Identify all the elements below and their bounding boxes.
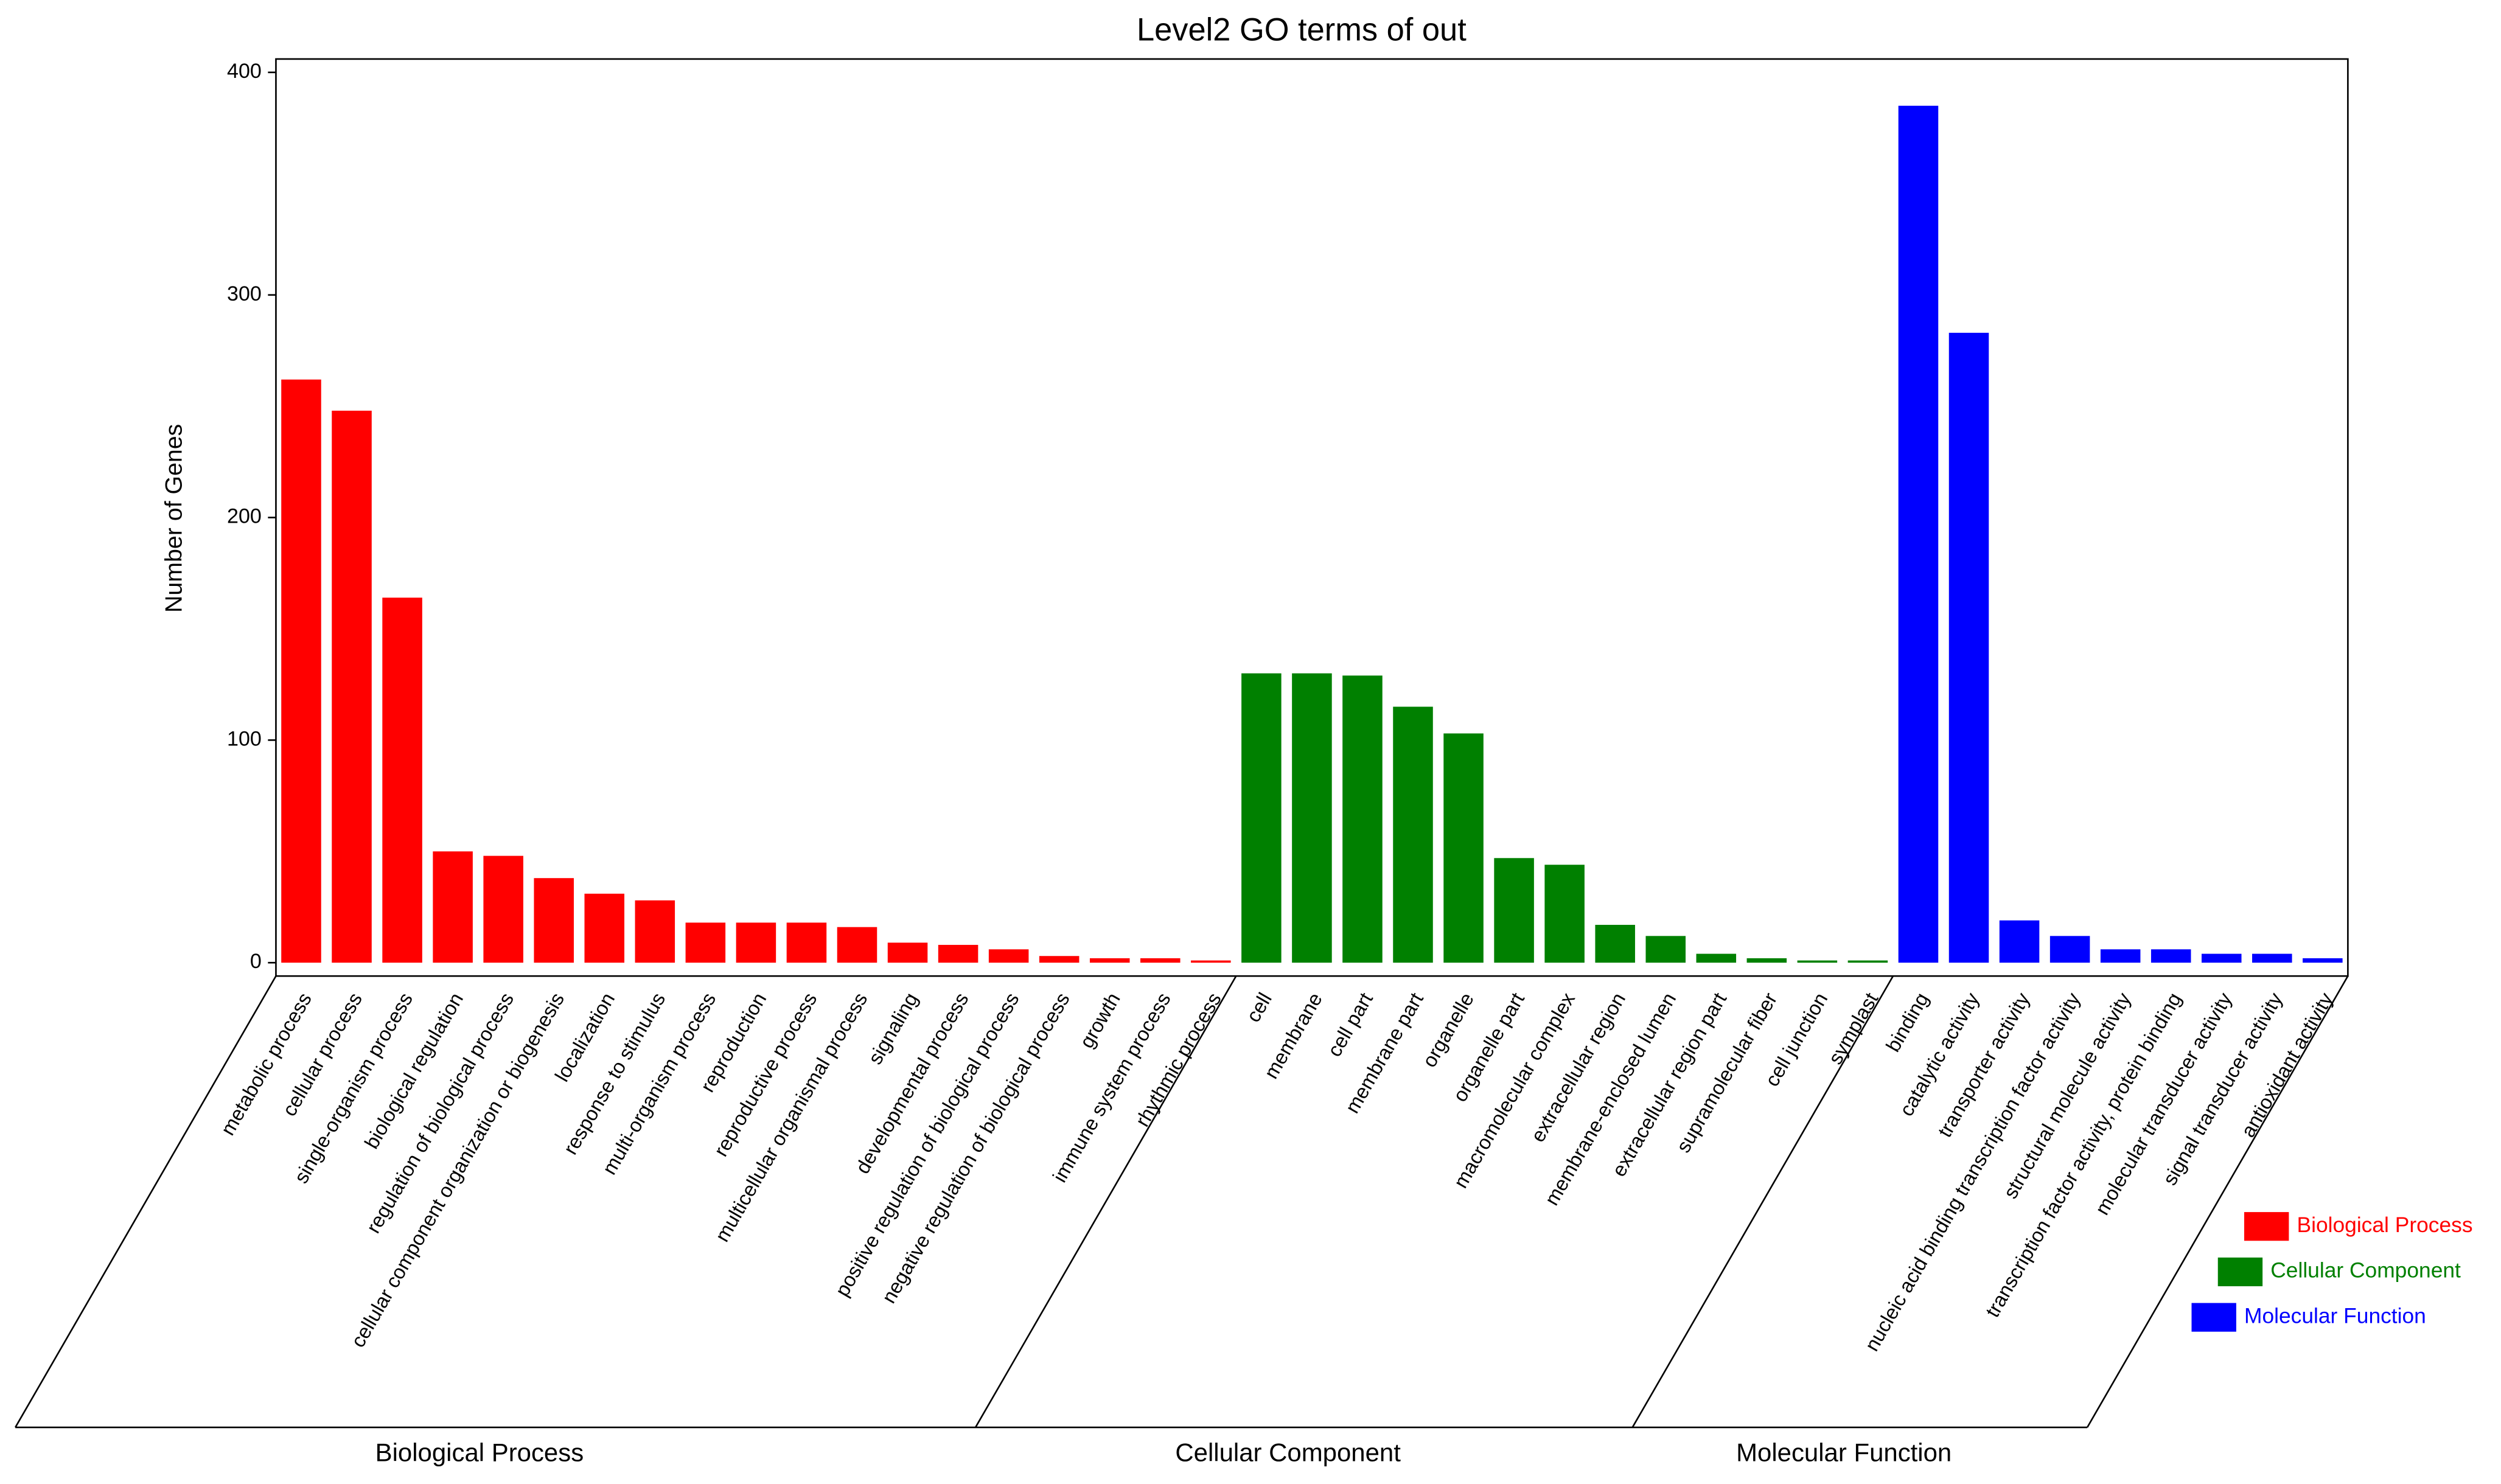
bar — [1797, 960, 1838, 963]
group-divider — [1631, 975, 1894, 1428]
bar — [1191, 960, 1231, 963]
bar — [281, 379, 321, 963]
bar — [1544, 865, 1585, 963]
legend-swatch — [2244, 1212, 2289, 1241]
y-tick-label: 200 — [227, 505, 262, 528]
x-tick-label: cell — [1241, 989, 1276, 1026]
bar — [1948, 332, 1989, 963]
bar — [1443, 733, 1484, 963]
bar — [1595, 925, 1635, 963]
bar — [1241, 673, 1282, 963]
y-tick-label: 400 — [227, 60, 262, 83]
legend-swatch — [2191, 1303, 2236, 1332]
bar — [988, 949, 1029, 963]
bar — [1292, 673, 1332, 963]
x-tick-label: antioxidant activity — [2236, 988, 2337, 1141]
x-tick-label: transporter activity — [1933, 988, 2034, 1141]
bar — [2049, 936, 2090, 963]
bar — [736, 922, 776, 963]
x-tick-label: cell part — [1323, 989, 1377, 1061]
bar — [887, 942, 928, 963]
bar — [1342, 675, 1383, 963]
bar — [2252, 953, 2292, 963]
bar — [1696, 953, 1737, 963]
x-tick-label: binding — [1882, 989, 1933, 1056]
group-divider — [15, 975, 277, 1428]
y-tick-label: 0 — [250, 950, 262, 973]
bar — [1746, 958, 1787, 963]
bar — [2150, 949, 2191, 963]
bar — [332, 410, 372, 963]
legend-label: Biological Process — [2297, 1213, 2472, 1237]
bar — [786, 922, 827, 963]
chart-title: Level2 GO terms of out — [1137, 12, 1467, 47]
bar — [635, 900, 675, 963]
bar — [2303, 958, 2343, 963]
bar — [1089, 958, 1130, 963]
bar — [2201, 953, 2242, 963]
group-label: Molecular Function — [1736, 1438, 1952, 1467]
bar — [534, 878, 574, 963]
bar — [483, 855, 523, 963]
group-divider — [974, 975, 1237, 1428]
x-tick-label: metabolic process — [216, 989, 316, 1139]
bar — [837, 927, 877, 963]
bar — [433, 851, 473, 963]
legend-label: Cellular Component — [2270, 1259, 2461, 1283]
bar — [1140, 958, 1181, 963]
bar — [1847, 960, 1888, 963]
bar — [685, 922, 726, 963]
group-divider — [2086, 975, 2349, 1428]
group-label: Biological Process — [375, 1438, 584, 1467]
bar — [938, 944, 978, 963]
group-label: Cellular Component — [1175, 1438, 1401, 1467]
bar — [1645, 936, 1686, 963]
y-tick-label: 300 — [227, 282, 262, 305]
bar — [584, 893, 625, 963]
bar — [2100, 949, 2141, 963]
bar — [1999, 920, 2040, 963]
bar — [1039, 956, 1080, 963]
y-axis-label: Number of Genes — [161, 424, 187, 613]
x-tick-label: extracellular region — [1526, 989, 1630, 1146]
bar — [382, 597, 422, 963]
legend-label: Molecular Function — [2244, 1304, 2426, 1328]
x-tick-label: symplast — [1824, 989, 1883, 1068]
bar — [1494, 858, 1534, 963]
legend-swatch — [2217, 1257, 2263, 1286]
y-tick-label: 100 — [227, 727, 262, 750]
bar — [1898, 105, 1939, 963]
x-tick-label: growth — [1075, 989, 1125, 1052]
bar — [1393, 706, 1433, 963]
